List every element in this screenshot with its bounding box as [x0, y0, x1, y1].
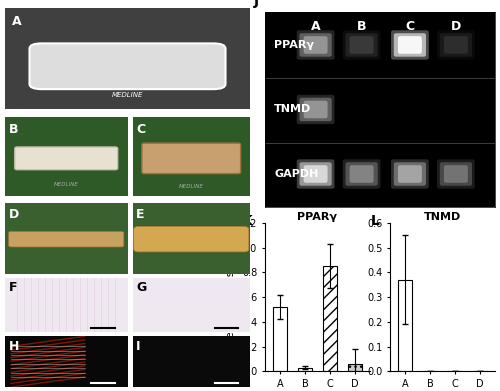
FancyBboxPatch shape	[394, 33, 426, 57]
FancyBboxPatch shape	[300, 33, 332, 57]
Text: MEDLINE: MEDLINE	[179, 184, 204, 189]
FancyBboxPatch shape	[398, 165, 422, 183]
Title: TNMD: TNMD	[424, 212, 461, 222]
Bar	[398, 280, 412, 371]
FancyBboxPatch shape	[437, 160, 475, 189]
Text: A: A	[12, 15, 22, 28]
Text: TNMD: TNMD	[274, 104, 312, 115]
FancyBboxPatch shape	[300, 162, 332, 186]
Title: PPARγ: PPARγ	[298, 212, 338, 222]
Text: B: B	[8, 123, 18, 136]
FancyBboxPatch shape	[440, 33, 472, 57]
FancyBboxPatch shape	[296, 160, 335, 189]
Text: MEDLINE: MEDLINE	[112, 92, 143, 98]
Text: L: L	[371, 214, 380, 228]
Text: GAPDH: GAPDH	[274, 169, 318, 179]
FancyBboxPatch shape	[444, 36, 468, 54]
FancyBboxPatch shape	[8, 231, 124, 247]
FancyBboxPatch shape	[296, 95, 335, 124]
Y-axis label: Relative gray scale: Relative gray scale	[226, 251, 236, 344]
FancyBboxPatch shape	[134, 226, 249, 252]
FancyBboxPatch shape	[391, 160, 429, 189]
FancyBboxPatch shape	[15, 147, 118, 170]
Text: K: K	[242, 214, 252, 228]
Text: D: D	[451, 20, 461, 32]
Text: C: C	[136, 123, 145, 136]
Text: A: A	[311, 20, 320, 32]
Bar	[273, 307, 287, 371]
FancyBboxPatch shape	[30, 43, 226, 89]
Text: H: H	[8, 340, 19, 353]
Text: B: B	[357, 20, 366, 32]
FancyBboxPatch shape	[440, 162, 472, 186]
Bar	[323, 266, 337, 371]
Text: G: G	[136, 282, 146, 294]
Text: MEDLINE: MEDLINE	[54, 182, 78, 187]
FancyBboxPatch shape	[342, 160, 380, 189]
Bar	[298, 368, 312, 371]
FancyBboxPatch shape	[300, 98, 332, 121]
FancyBboxPatch shape	[304, 165, 328, 183]
FancyBboxPatch shape	[350, 165, 374, 183]
FancyBboxPatch shape	[398, 36, 422, 54]
FancyBboxPatch shape	[346, 33, 378, 57]
FancyBboxPatch shape	[142, 143, 240, 174]
FancyBboxPatch shape	[391, 30, 429, 60]
Text: I: I	[136, 340, 140, 353]
Text: F: F	[8, 282, 17, 294]
FancyBboxPatch shape	[346, 162, 378, 186]
FancyBboxPatch shape	[350, 36, 374, 54]
FancyBboxPatch shape	[304, 36, 328, 54]
Bar	[348, 364, 362, 371]
FancyBboxPatch shape	[304, 100, 328, 118]
Text: C: C	[406, 20, 414, 32]
FancyBboxPatch shape	[437, 30, 475, 60]
FancyBboxPatch shape	[394, 162, 426, 186]
FancyBboxPatch shape	[296, 30, 335, 60]
Text: D: D	[8, 208, 19, 221]
FancyBboxPatch shape	[444, 165, 468, 183]
Text: PPARγ: PPARγ	[274, 40, 314, 50]
FancyBboxPatch shape	[342, 30, 380, 60]
Text: E: E	[136, 208, 144, 221]
Text: J: J	[254, 0, 258, 8]
